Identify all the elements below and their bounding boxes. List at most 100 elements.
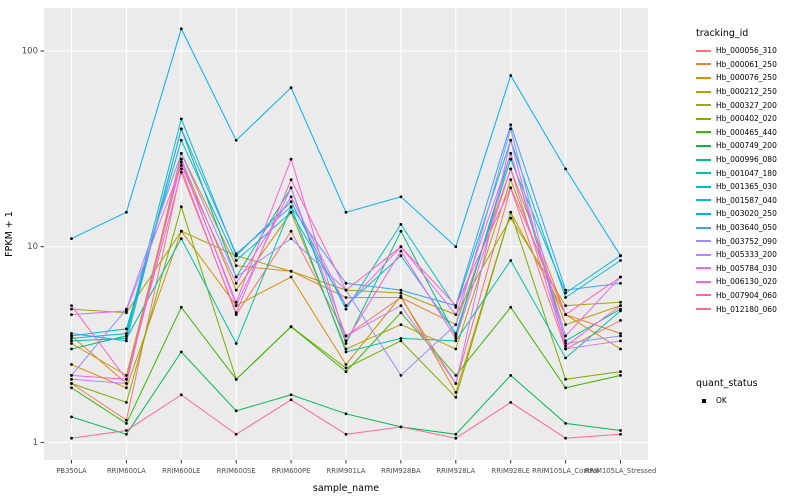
legend-key-line-icon <box>696 294 711 297</box>
data-point <box>179 160 183 164</box>
data-point <box>509 74 513 77</box>
data-point <box>70 386 73 390</box>
legend-item-Hb_005333_200: Hb_005333_200 <box>696 248 800 262</box>
data-point <box>234 311 238 315</box>
y-axis-label: FPKM + 1 <box>4 211 15 257</box>
data-point <box>399 245 403 249</box>
legend-item-Hb_000465_440: Hb_000465_440 <box>696 126 800 140</box>
data-point <box>454 374 458 377</box>
data-point <box>619 339 622 343</box>
data-point <box>454 391 458 394</box>
data-point <box>234 259 238 262</box>
data-point <box>125 432 128 436</box>
legend-item-label: Hb_000061_250 <box>716 59 777 69</box>
data-point <box>564 386 567 390</box>
legend-panel: tracking_id Hb_000056_310 Hb_000061_250 Hb… <box>694 0 800 500</box>
legend-key-line-icon <box>696 49 711 52</box>
data-point <box>619 334 622 338</box>
data-point <box>234 300 238 304</box>
legend-item-label: Hb_000327_200 <box>716 100 777 110</box>
legend-key-line-icon <box>696 90 711 93</box>
data-point <box>289 86 293 90</box>
data-point <box>289 398 293 402</box>
data-point <box>70 436 73 440</box>
data-point <box>509 186 513 190</box>
data-point <box>234 432 238 436</box>
data-point <box>619 300 622 304</box>
data-point <box>289 229 293 233</box>
data-point <box>289 157 293 161</box>
x-tick-label: RRIM105LA_Stressed <box>585 467 657 475</box>
data-point <box>179 205 183 209</box>
data-point <box>344 347 348 351</box>
legend-key-line-icon <box>696 226 711 229</box>
data-point <box>454 395 458 399</box>
data-point <box>619 347 622 351</box>
data-point <box>564 334 567 338</box>
data-point <box>509 157 513 161</box>
data-point <box>125 418 128 422</box>
legend-item-Hb_000327_200: Hb_000327_200 <box>696 98 800 112</box>
data-point <box>344 210 348 214</box>
data-point <box>344 334 348 338</box>
data-point <box>399 294 403 298</box>
legend-key-line-icon <box>696 240 711 243</box>
legend-item-label: Hb_000996_080 <box>716 155 777 165</box>
legend-item-label: Hb_001047_180 <box>716 168 777 178</box>
data-point <box>70 337 73 340</box>
data-point <box>289 325 293 329</box>
data-point <box>509 305 513 309</box>
data-point <box>70 374 73 377</box>
legend-item-label: Hb_003752_090 <box>716 236 777 246</box>
data-point <box>289 393 293 397</box>
data-point <box>619 304 622 307</box>
data-point <box>70 307 73 311</box>
data-point <box>234 281 238 285</box>
legend-item-Hb_006130_020: Hb_006130_020 <box>696 275 800 289</box>
data-point <box>564 342 567 345</box>
data-point <box>399 254 403 258</box>
data-point <box>399 229 403 233</box>
legend-key-line-icon <box>696 144 711 147</box>
data-point <box>564 313 567 316</box>
data-point <box>619 429 622 432</box>
legend-item-Hb_003020_250: Hb_003020_250 <box>696 207 800 221</box>
y-tick-label: 10 <box>27 242 38 252</box>
data-point <box>344 432 348 436</box>
data-point <box>454 304 458 307</box>
data-point <box>564 339 567 343</box>
legend-item-label: Hb_007904_060 <box>716 290 777 300</box>
data-point <box>125 327 128 331</box>
data-point <box>564 436 567 440</box>
legend-item-label: Hb_003640_050 <box>716 223 777 233</box>
legend-item-Hb_000212_250: Hb_000212_250 <box>696 85 800 99</box>
data-point <box>70 339 73 343</box>
data-point <box>399 374 403 377</box>
data-point <box>509 374 513 377</box>
data-point <box>289 275 293 279</box>
data-point <box>70 334 73 338</box>
data-point <box>289 200 293 204</box>
data-point <box>125 374 128 377</box>
quant-ok-label: OK <box>716 396 727 406</box>
data-point <box>70 332 73 335</box>
legend-item-quant-ok: OK <box>696 394 800 408</box>
data-point <box>179 127 183 131</box>
data-point <box>454 313 458 316</box>
data-point <box>564 167 567 171</box>
data-point <box>399 195 403 199</box>
legend-key-line-icon <box>696 131 711 134</box>
data-point <box>619 259 622 262</box>
data-point <box>344 339 348 343</box>
legend-item-label: Hb_003020_250 <box>716 209 777 219</box>
data-point <box>234 304 238 307</box>
data-point <box>509 259 513 262</box>
data-point <box>564 356 567 360</box>
data-point <box>399 323 403 326</box>
data-point <box>399 337 403 340</box>
data-point <box>179 117 183 121</box>
data-point <box>564 422 567 425</box>
data-point <box>179 170 183 174</box>
data-point <box>125 401 128 404</box>
